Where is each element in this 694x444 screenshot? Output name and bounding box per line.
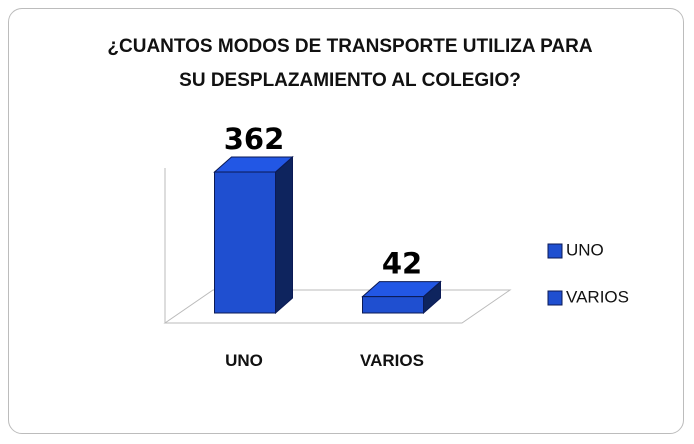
- x-tick-label: UNO: [225, 351, 263, 370]
- data-label: 362: [224, 122, 285, 156]
- legend-swatch: [547, 290, 563, 306]
- bar-front: [362, 296, 424, 314]
- legend-label: VARIOS: [566, 287, 629, 306]
- x-tick-label: VARIOS: [360, 351, 424, 370]
- legend-swatch: [547, 243, 563, 259]
- bar: [361, 280, 442, 315]
- bar: [213, 155, 294, 315]
- legend-label: UNO: [566, 240, 604, 259]
- chart-frame: [8, 8, 684, 434]
- bar-front: [214, 171, 276, 314]
- chart-title: ¿CUANTOS MODOS DE TRANSPORTE UTILIZA PAR…: [107, 36, 593, 91]
- bar-side: [275, 155, 293, 315]
- data-label: 42: [382, 247, 422, 281]
